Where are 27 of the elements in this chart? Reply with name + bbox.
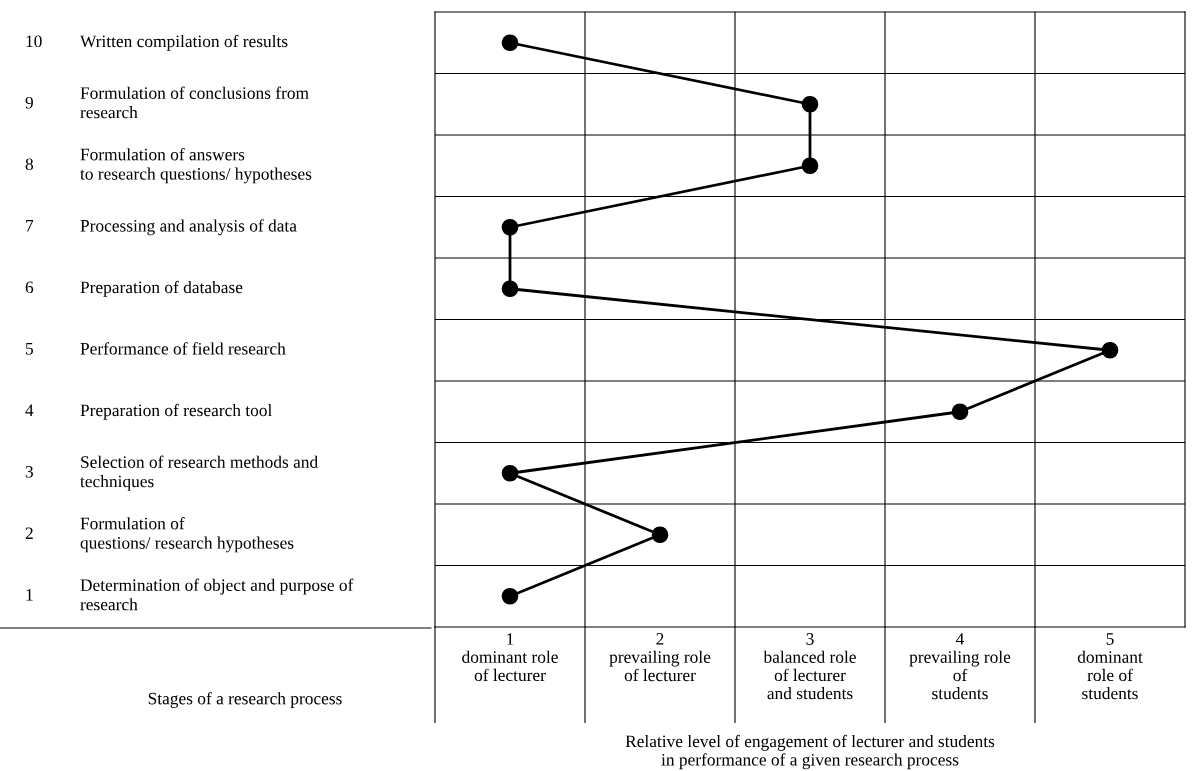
category-label: 8 Formulation of answers to research questions/ hypotheses <box>25 148 312 184</box>
category-label: 4 Preparation of research tool <box>25 403 272 420</box>
point <box>501 587 519 605</box>
category-label: 3 Selection of research methods and techniques <box>25 455 318 491</box>
category-label: 2 Formulation of questions/ research hypotheses <box>25 517 294 553</box>
point <box>501 464 519 482</box>
category-label: 1 Determination of object and purpose of research <box>26 578 354 611</box>
point <box>1101 341 1119 359</box>
x-tick-label: 5 dominant role of students <box>1077 633 1143 700</box>
category-label: 7 Processing and analysis of data <box>26 219 297 236</box>
x-tick-label: 3 balanced role of lecturer and students <box>763 633 856 700</box>
category-label: 5 Performance of field research <box>26 342 286 355</box>
point <box>501 280 519 298</box>
point <box>501 218 519 236</box>
category-label: 9 Formulation of conclusions from research <box>25 86 309 119</box>
point <box>951 403 969 421</box>
point <box>651 526 669 544</box>
point <box>801 157 819 175</box>
x-tick-label: 4 prevailing role of students <box>909 633 1011 700</box>
point <box>801 95 819 113</box>
x-tick-label: 2 prevailing role of lecturer <box>609 633 711 682</box>
point <box>501 34 519 52</box>
category-label: 10 Written compilation of results <box>26 34 288 51</box>
category-label: 6 Preparation of database <box>25 280 243 297</box>
text: Stages of a research process <box>148 692 342 708</box>
x-axis-title: Relative level of engagement of lecturer and students in performance of a given research process <box>625 734 995 770</box>
x-tick-label: 1 dominant role of lecturer <box>462 633 558 682</box>
